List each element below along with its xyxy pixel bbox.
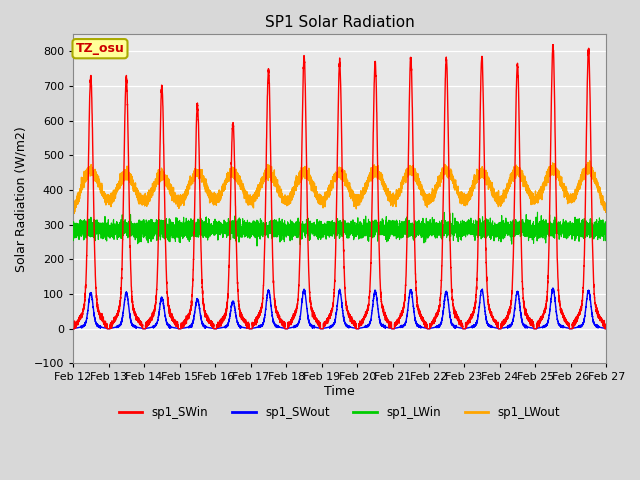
Text: TZ_osu: TZ_osu xyxy=(76,42,124,55)
Y-axis label: Solar Radiation (W/m2): Solar Radiation (W/m2) xyxy=(15,126,28,272)
Legend: sp1_SWin, sp1_SWout, sp1_LWin, sp1_LWout: sp1_SWin, sp1_SWout, sp1_LWin, sp1_LWout xyxy=(114,401,565,423)
Title: SP1 Solar Radiation: SP1 Solar Radiation xyxy=(265,15,415,30)
X-axis label: Time: Time xyxy=(324,385,355,398)
